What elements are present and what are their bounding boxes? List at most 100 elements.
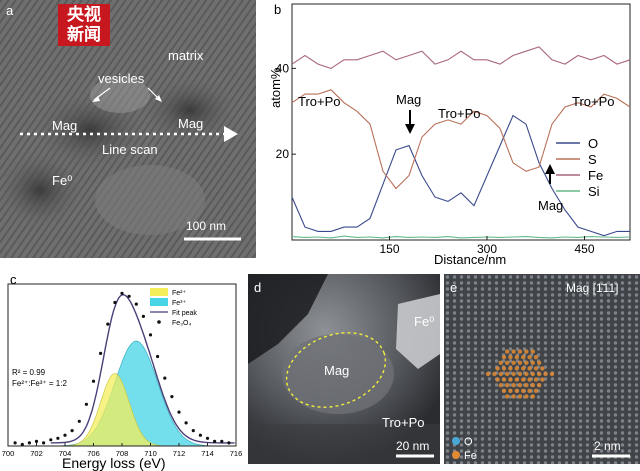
fe-atom bbox=[517, 360, 523, 365]
fe-atom bbox=[501, 366, 507, 371]
legend-label-s: S bbox=[588, 152, 597, 167]
fe-atom bbox=[485, 371, 491, 377]
fe-atom bbox=[505, 349, 510, 354]
x-tick-label-c: 716 bbox=[230, 449, 243, 458]
legend-label-si: Si bbox=[588, 184, 600, 199]
fe-atom bbox=[508, 388, 513, 393]
fe-atom bbox=[524, 360, 529, 365]
panel-b-line-scan-chart: b 150 300 450 20 40 atom% Distance/nm Tro+Po… bbox=[262, 0, 640, 270]
fe-atom bbox=[511, 383, 516, 388]
panel-d-haadf-image: d Mag Fe⁰ Tro+Po 20 nm bbox=[248, 274, 440, 464]
fe-atom bbox=[527, 388, 532, 393]
fe-atom bbox=[514, 366, 519, 371]
fe-atom bbox=[524, 394, 529, 399]
fe-atom bbox=[498, 383, 503, 388]
fe-atom bbox=[511, 371, 516, 377]
data-point-fe3o4 bbox=[184, 421, 188, 425]
data-point-fe3o4 bbox=[91, 379, 96, 383]
fe-atom bbox=[533, 355, 539, 360]
scale-bar-a-label: 100 nm bbox=[186, 219, 226, 233]
o-legend-dot bbox=[452, 437, 460, 445]
data-point-fe3o4 bbox=[113, 300, 117, 305]
fe-atom bbox=[521, 377, 526, 382]
panel-a-letter: a bbox=[6, 3, 14, 18]
r-squared-label: R² = 0.99 bbox=[12, 368, 46, 377]
line-scan-label: Line scan bbox=[102, 142, 158, 157]
plot-frame-b bbox=[291, 3, 631, 241]
fe-legend-dot bbox=[452, 451, 460, 459]
fe-atom bbox=[508, 377, 513, 382]
legend-label-fe: Fe bbox=[588, 168, 603, 183]
x-tick-label-c: 712 bbox=[173, 449, 186, 458]
fe-atom bbox=[505, 371, 510, 377]
data-point-fe3o4 bbox=[163, 376, 167, 380]
line-scan-arrowhead bbox=[224, 126, 238, 142]
legend-label-o: O bbox=[588, 136, 598, 151]
data-point-fe3o4 bbox=[27, 441, 31, 445]
data-point-fe3o4 bbox=[42, 441, 46, 445]
atom-overlay bbox=[485, 349, 555, 399]
data-point-fe3o4 bbox=[220, 439, 224, 443]
fe-atom bbox=[514, 377, 519, 382]
fe-atom bbox=[537, 383, 542, 388]
fe-atom bbox=[492, 371, 497, 377]
fe-atom bbox=[527, 366, 532, 371]
legend-swatch-c bbox=[150, 298, 168, 306]
fe-atom bbox=[495, 366, 500, 371]
scale-bar-e-label: 2 nm bbox=[594, 439, 621, 453]
legend-swatch-c bbox=[150, 288, 168, 296]
data-point-fe3o4 bbox=[198, 433, 202, 437]
panel-e-letter: e bbox=[450, 280, 457, 295]
fe-atom bbox=[517, 349, 523, 354]
fe-atom bbox=[501, 377, 507, 382]
fe-atom bbox=[505, 394, 510, 399]
vesicles-label: vesicles bbox=[98, 71, 145, 86]
fe-atom bbox=[530, 360, 535, 365]
x-tick-label-c: 704 bbox=[59, 449, 72, 458]
x-tick-label-b: 300 bbox=[477, 242, 497, 256]
legend-label-c: Fit peak bbox=[172, 310, 197, 317]
fe-atom bbox=[521, 366, 526, 371]
fe-atom bbox=[521, 355, 526, 360]
fe-atom bbox=[505, 383, 510, 388]
fit-peak-line bbox=[50, 293, 235, 444]
data-point-fe3o4 bbox=[63, 433, 67, 437]
fe-atom bbox=[501, 355, 507, 360]
scale-bar-d-label: 20 nm bbox=[396, 439, 429, 453]
legend-swatch-c bbox=[157, 320, 161, 324]
data-point-fe3o4 bbox=[13, 441, 17, 445]
data-point-fe3o4 bbox=[84, 402, 88, 406]
fe-atom bbox=[524, 371, 529, 377]
fe-atom bbox=[540, 377, 545, 382]
fe-atom bbox=[511, 360, 516, 365]
fe-atom bbox=[530, 383, 535, 388]
series-line-s bbox=[291, 89, 631, 190]
data-point-fe3o4 bbox=[205, 436, 210, 440]
fe-atom bbox=[530, 349, 535, 354]
x-axis-label-b: Distance/nm bbox=[434, 252, 506, 267]
data-point-fe3o4 bbox=[148, 333, 153, 337]
mag-label-right: Mag bbox=[178, 116, 203, 131]
mag-label-left: Mag bbox=[52, 118, 77, 133]
tro-po-label-right: Tro+Po bbox=[572, 94, 615, 109]
mag-label-bottom: Mag bbox=[538, 198, 563, 213]
panel-e-hrtem-lattice: e Mag [1̄11] O Fe 2 nm bbox=[444, 274, 640, 464]
data-point-fe3o4 bbox=[127, 294, 131, 298]
mag-label-d: Mag bbox=[324, 363, 349, 378]
fe-atom bbox=[540, 366, 545, 371]
data-point-fe3o4 bbox=[99, 351, 103, 355]
panel-c-eels-chart: c 700 702 704 706 708 710 712 714 716 Energy los… bbox=[0, 270, 244, 471]
data-point-fe3o4 bbox=[213, 439, 217, 443]
x-tick-label-c: 700 bbox=[2, 449, 15, 458]
fe-atom bbox=[549, 371, 555, 377]
fe-atom bbox=[508, 366, 513, 371]
x-tick-label-b: 450 bbox=[574, 242, 594, 256]
data-point-fe3o4 bbox=[70, 429, 74, 433]
data-point-fe3o4 bbox=[177, 410, 181, 414]
o-legend-label: O bbox=[464, 436, 473, 448]
fe-atom bbox=[527, 355, 532, 360]
fe-atom bbox=[517, 394, 523, 399]
fe-atom bbox=[530, 371, 535, 377]
data-point-fe3o4 bbox=[191, 429, 195, 433]
